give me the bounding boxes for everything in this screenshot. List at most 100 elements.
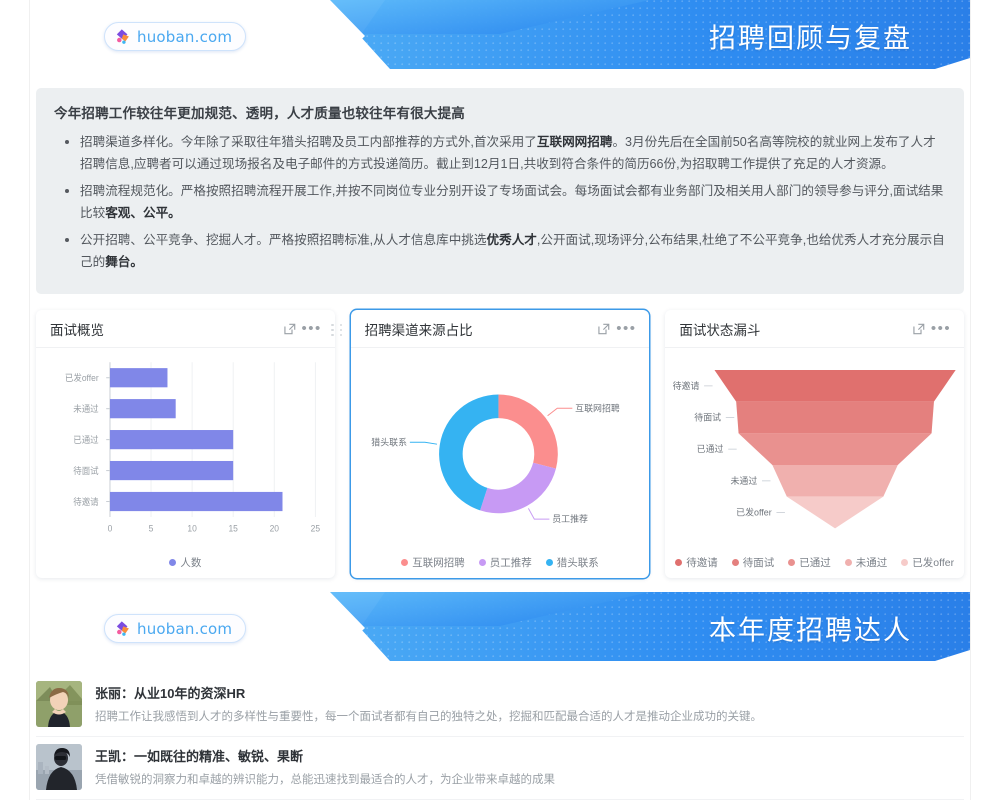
card-header: 招聘渠道来源占比 •••: [350, 310, 650, 348]
list-item[interactable]: 张丽：从业10年的资深HR 招聘工作让我感悟到人才的多样性与重要性，每一个面试者…: [36, 674, 964, 737]
banner-decoration-shape: [30, 0, 970, 69]
funnel-segment-label: 未通过: [731, 475, 758, 486]
legend-item[interactable]: 互联网招聘: [401, 555, 465, 570]
legend-label: 猎头联系: [556, 556, 599, 569]
donut-slice-label: 员工推荐: [552, 513, 588, 524]
bar-chart-legend: 人数: [36, 550, 335, 578]
avatar: [36, 681, 82, 727]
banner-title-top: 招聘回顾与复盘: [709, 23, 912, 54]
legend-label: 未通过: [855, 556, 888, 569]
chart-card-row: 面试概览 ••• 已发offer 未通过 已通过 待面试 待邀请 0 5 10 15 20 25: [36, 310, 965, 578]
external-link-icon[interactable]: [908, 318, 930, 340]
banner-title-bottom: 本年度招聘达人: [709, 615, 912, 646]
funnel-segment[interactable]: [714, 370, 957, 402]
more-horizontal-icon[interactable]: •••: [301, 319, 322, 337]
bar-category-label: 待邀请: [73, 495, 99, 506]
legend-item[interactable]: 未通过: [844, 555, 888, 570]
legend-item[interactable]: 猎头联系: [545, 555, 599, 570]
bar[interactable]: [109, 430, 234, 450]
bar-axis-tick: 25: [311, 523, 320, 533]
bar-axis-tick: 20: [270, 523, 279, 533]
legend-label: 已通过: [799, 556, 831, 569]
legend-swatch: [478, 558, 486, 566]
summary-bullet: 招聘流程规范化。严格按照招聘流程开展工作,并按不同岗位专业分别开设了专场面试会。…: [54, 180, 946, 224]
legend-swatch: [675, 558, 683, 566]
legend-item[interactable]: 员工推荐: [478, 555, 532, 570]
legend-swatch: [731, 558, 739, 566]
huoban-logo-badge-top[interactable]: huoban.com: [104, 22, 247, 51]
legend-item[interactable]: 待面试: [731, 555, 775, 570]
donut-slice[interactable]: [498, 394, 558, 469]
huoban-diamond-logo-icon: [116, 29, 129, 44]
profile-title: 张丽：从业10年的资深HR: [95, 686, 246, 701]
donut-slice[interactable]: [479, 462, 556, 514]
legend-swatch: [401, 558, 409, 566]
summary-bullet: 公开招聘、公平竞争、挖掘人才。严格按照招聘标准,从人才信息库中挑选优秀人才,公开…: [54, 229, 946, 273]
huoban-logo-badge-bottom[interactable]: huoban.com: [104, 614, 247, 643]
external-link-icon[interactable]: [279, 318, 301, 340]
bar[interactable]: [109, 460, 234, 481]
more-horizontal-icon[interactable]: •••: [616, 319, 637, 337]
legend-item[interactable]: 人数: [169, 555, 201, 570]
profile-description: 凭借敏锐的洞察力和卓越的辨识能力，总能迅速找到最适合的人才，为企业带来卓越的成果: [95, 774, 555, 786]
legend-item[interactable]: 待邀请: [675, 555, 718, 570]
profile-title: 王凯：一如既往的精准、敏锐、果断: [95, 749, 304, 764]
header-banner-top: huoban.com 招聘回顾与复盘: [30, 0, 970, 72]
funnel-segment-label: 已通过: [697, 443, 724, 454]
donut-slice[interactable]: [438, 394, 499, 511]
bar[interactable]: [109, 368, 168, 388]
card-title: 面试状态漏斗: [679, 322, 761, 338]
card-header: 面试概览 •••: [36, 310, 335, 348]
list-item[interactable]: 王凯：一如既往的精准、敏锐、果断 凭借敏锐的洞察力和卓越的辨识能力，总能迅速找到…: [36, 737, 964, 800]
bar-axis-tick: 0: [108, 523, 113, 533]
legend-swatch: [788, 558, 796, 566]
donut-slice-label: 猎头联系: [371, 436, 407, 447]
more-horizontal-icon[interactable]: •••: [930, 319, 952, 337]
bar-category-label: 未通过: [73, 403, 99, 414]
card-body-donut-chart: 互联网招聘 员工推荐 猎头联系: [351, 348, 650, 550]
legend-swatch: [901, 558, 909, 566]
summary-heading: 今年招聘工作较往年更加规范、透明，人才质量也较往年有很大提高: [54, 106, 465, 121]
bar-category-label: 已发offer: [65, 372, 99, 383]
card-status-funnel[interactable]: 面试状态漏斗 ••• 待邀请 待面试 已通过 未通过 已发offer 待邀请 待面试 已通过…: [665, 310, 965, 578]
profile-content: 王凯：一如既往的精准、敏锐、果断 凭借敏锐的洞察力和卓越的辨识能力，总能迅速找到…: [95, 744, 964, 788]
card-body-funnel-chart: 待邀请 待面试 已通过 未通过 已发offer: [665, 348, 964, 550]
profile-description: 招聘工作让我感悟到人才的多样性与重要性，每一个面试者都有自己的独特之处，挖掘和匹…: [95, 711, 762, 723]
page-left-gutter: [0, 0, 30, 800]
funnel-segment[interactable]: [738, 433, 932, 466]
card-title: 招聘渠道来源占比: [364, 322, 473, 338]
header-banner-bottom: huoban.com 本年度招聘达人: [30, 592, 970, 664]
external-link-icon[interactable]: [593, 318, 615, 340]
huoban-logo-text-bottom: huoban.com: [137, 619, 233, 638]
avatar: [36, 744, 82, 790]
page-right-gutter: [970, 0, 1000, 800]
legend-label: 待邀请: [686, 556, 718, 569]
funnel-segment-label: 已发offer: [736, 507, 772, 518]
funnel-segment[interactable]: [772, 465, 899, 497]
bar-category-label: 待面试: [73, 464, 99, 475]
bar-axis-tick: 15: [228, 523, 237, 533]
huoban-diamond-logo-icon: [116, 621, 129, 636]
drag-handle-icon[interactable]: [330, 322, 344, 338]
summary-bullet-list: 招聘渠道多样化。今年除了采取往年猎头招聘及员工内部推荐的方式外,首次采用了互联网…: [54, 131, 946, 273]
legend-item[interactable]: 已发offer: [901, 555, 954, 570]
funnel-segment-label: 待邀请: [673, 380, 699, 391]
funnel-chart-legend: 待邀请 待面试 已通过 未通过 已发offer: [665, 550, 964, 578]
card-title: 面试概览: [50, 322, 104, 338]
donut-chart-legend: 互联网招聘 员工推荐 猎头联系: [351, 550, 650, 578]
card-body-bar-chart: 已发offer 未通过 已通过 待面试 待邀请 0 5 10 15 20 25: [36, 348, 335, 550]
bar[interactable]: [109, 399, 176, 419]
legend-label: 待面试: [742, 556, 775, 569]
card-channel-donut[interactable]: 招聘渠道来源占比 ••• 互联网招聘 员工推荐 猎头联系 互联网招聘 员工推荐 猎头联系: [350, 310, 650, 578]
summary-text-card: 今年招聘工作较往年更加规范、透明，人才质量也较往年有很大提高 招聘渠道多样化。今…: [36, 88, 964, 294]
card-interview-overview[interactable]: 面试概览 ••• 已发offer 未通过 已通过 待面试 待邀请 0 5 10 15 20 25: [36, 310, 343, 578]
funnel-segment[interactable]: [736, 401, 935, 434]
bar-axis-tick: 5: [149, 523, 154, 533]
legend-item[interactable]: 已通过: [788, 555, 831, 570]
bar[interactable]: [109, 491, 283, 512]
recruiter-profile-list: 张丽：从业10年的资深HR 招聘工作让我感悟到人才的多样性与重要性，每一个面试者…: [36, 664, 964, 800]
funnel-segment[interactable]: [787, 496, 884, 529]
